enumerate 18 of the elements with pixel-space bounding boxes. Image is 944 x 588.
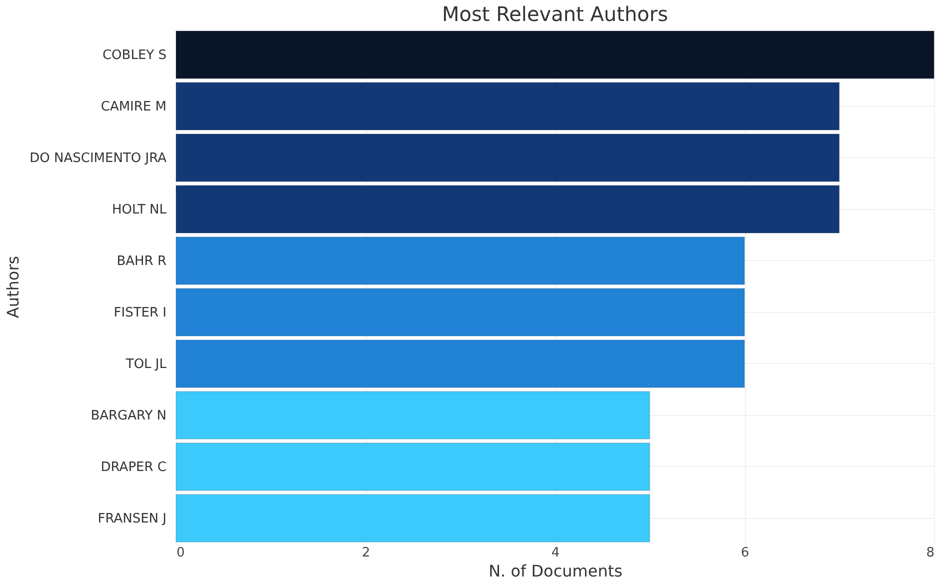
x-tick-label: 8 [926,546,934,560]
y-tick-label: DO NASCIMENTO JRA [30,150,167,166]
y-tick-label: COBLEY S [102,48,166,63]
x-axis-title: N. of Documents [488,562,622,580]
y-tick-label: TOL JL [124,356,168,372]
x-tick-label: 4 [551,546,560,560]
y-tick-label: BARGARY N [90,408,166,424]
chart-title: Most Relevant Authors [442,2,668,26]
y-tick-label: FISTER I [114,305,166,320]
y-tick-label: HOLT NL [112,202,168,218]
y-tick-label: BAHR R [116,254,166,269]
y-tick-label: DRAPER C [100,460,166,475]
x-tick-label: 0 [176,546,185,560]
y-tick-label: CAMIRE M [100,99,166,114]
x-tick-label: 6 [740,546,750,560]
x-tick-label: 2 [362,546,370,560]
y-axis-title: Authors [4,256,23,318]
y-tick-label: FRANSEN J [98,511,166,526]
